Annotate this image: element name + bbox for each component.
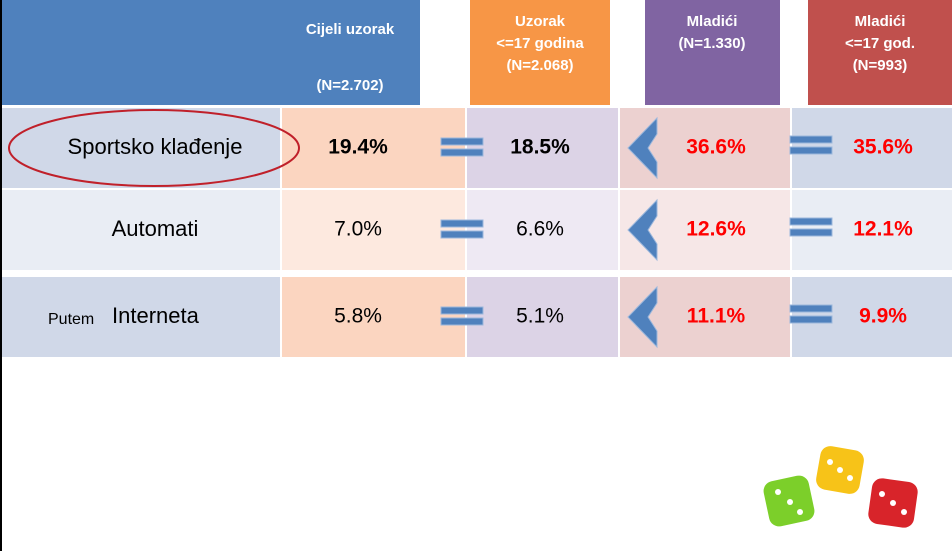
equals-bar (440, 230, 484, 239)
dice (763, 446, 918, 528)
equals-sign (440, 137, 484, 157)
row-label-prefix: Putem (48, 311, 94, 328)
equals-bar (789, 315, 833, 324)
cell-bg (282, 108, 465, 188)
header-text: Cijeli uzorak (306, 21, 395, 38)
row-label: Sportsko klađenje (68, 134, 243, 159)
header-text: <=17 godina (496, 35, 584, 52)
header-text: (N=1.330) (678, 35, 745, 52)
equals-bar (440, 317, 484, 326)
header-text: Mladići (855, 13, 906, 30)
equals-sign (789, 304, 833, 324)
less-than-sign (627, 116, 658, 180)
equals-bar (440, 148, 484, 157)
equals-sign (440, 219, 484, 239)
cell-bg (467, 190, 618, 270)
equals-bar (789, 146, 833, 155)
cell-value: 11.1% (687, 305, 746, 328)
header-text: (N=2.702) (316, 77, 383, 94)
highlight-ellipse (8, 109, 300, 187)
cell-value: 12.6% (686, 218, 746, 241)
cell-bg (282, 277, 465, 357)
equals-sign (440, 306, 484, 326)
header-bg (645, 0, 780, 105)
less-than-sign (627, 285, 658, 349)
cell-value: 5.8% (334, 305, 382, 328)
cell-value: 36.6% (686, 136, 746, 159)
row-label: Interneta (112, 303, 200, 328)
header-bg (808, 0, 952, 105)
cell-bg (467, 277, 618, 357)
cell-value: 18.5% (510, 136, 570, 159)
less-than-sign (627, 198, 658, 262)
cell-bg (2, 190, 280, 270)
header-text: (N=2.068) (506, 57, 573, 74)
cell-bg (467, 108, 618, 188)
cell-value: 12.1% (853, 218, 913, 241)
cell-value: 35.6% (853, 136, 913, 159)
equals-bar (789, 217, 833, 226)
equals-bar (789, 304, 833, 313)
cell-value: 7.0% (334, 218, 382, 241)
equals-sign (789, 135, 833, 155)
equals-bar (440, 137, 484, 146)
header-text: Uzorak (515, 13, 566, 30)
header-text: <=17 god. (845, 35, 915, 52)
header-text: Mladići (687, 13, 738, 30)
cell-bg (2, 277, 280, 357)
header-bg (470, 0, 610, 105)
equals-bar (789, 135, 833, 144)
equals-bar (440, 306, 484, 315)
row-label: Automati (112, 216, 199, 241)
equals-bar (789, 228, 833, 237)
cell-value: 6.6% (516, 218, 564, 241)
cell-value: 5.1% (516, 305, 564, 328)
header-text: (N=993) (853, 57, 908, 74)
equals-sign (789, 217, 833, 237)
cell-value: 9.9% (859, 305, 907, 328)
cell-bg (282, 190, 465, 270)
equals-bar (440, 219, 484, 228)
cell-value: 19.4% (328, 136, 388, 159)
header-bg (2, 0, 420, 105)
